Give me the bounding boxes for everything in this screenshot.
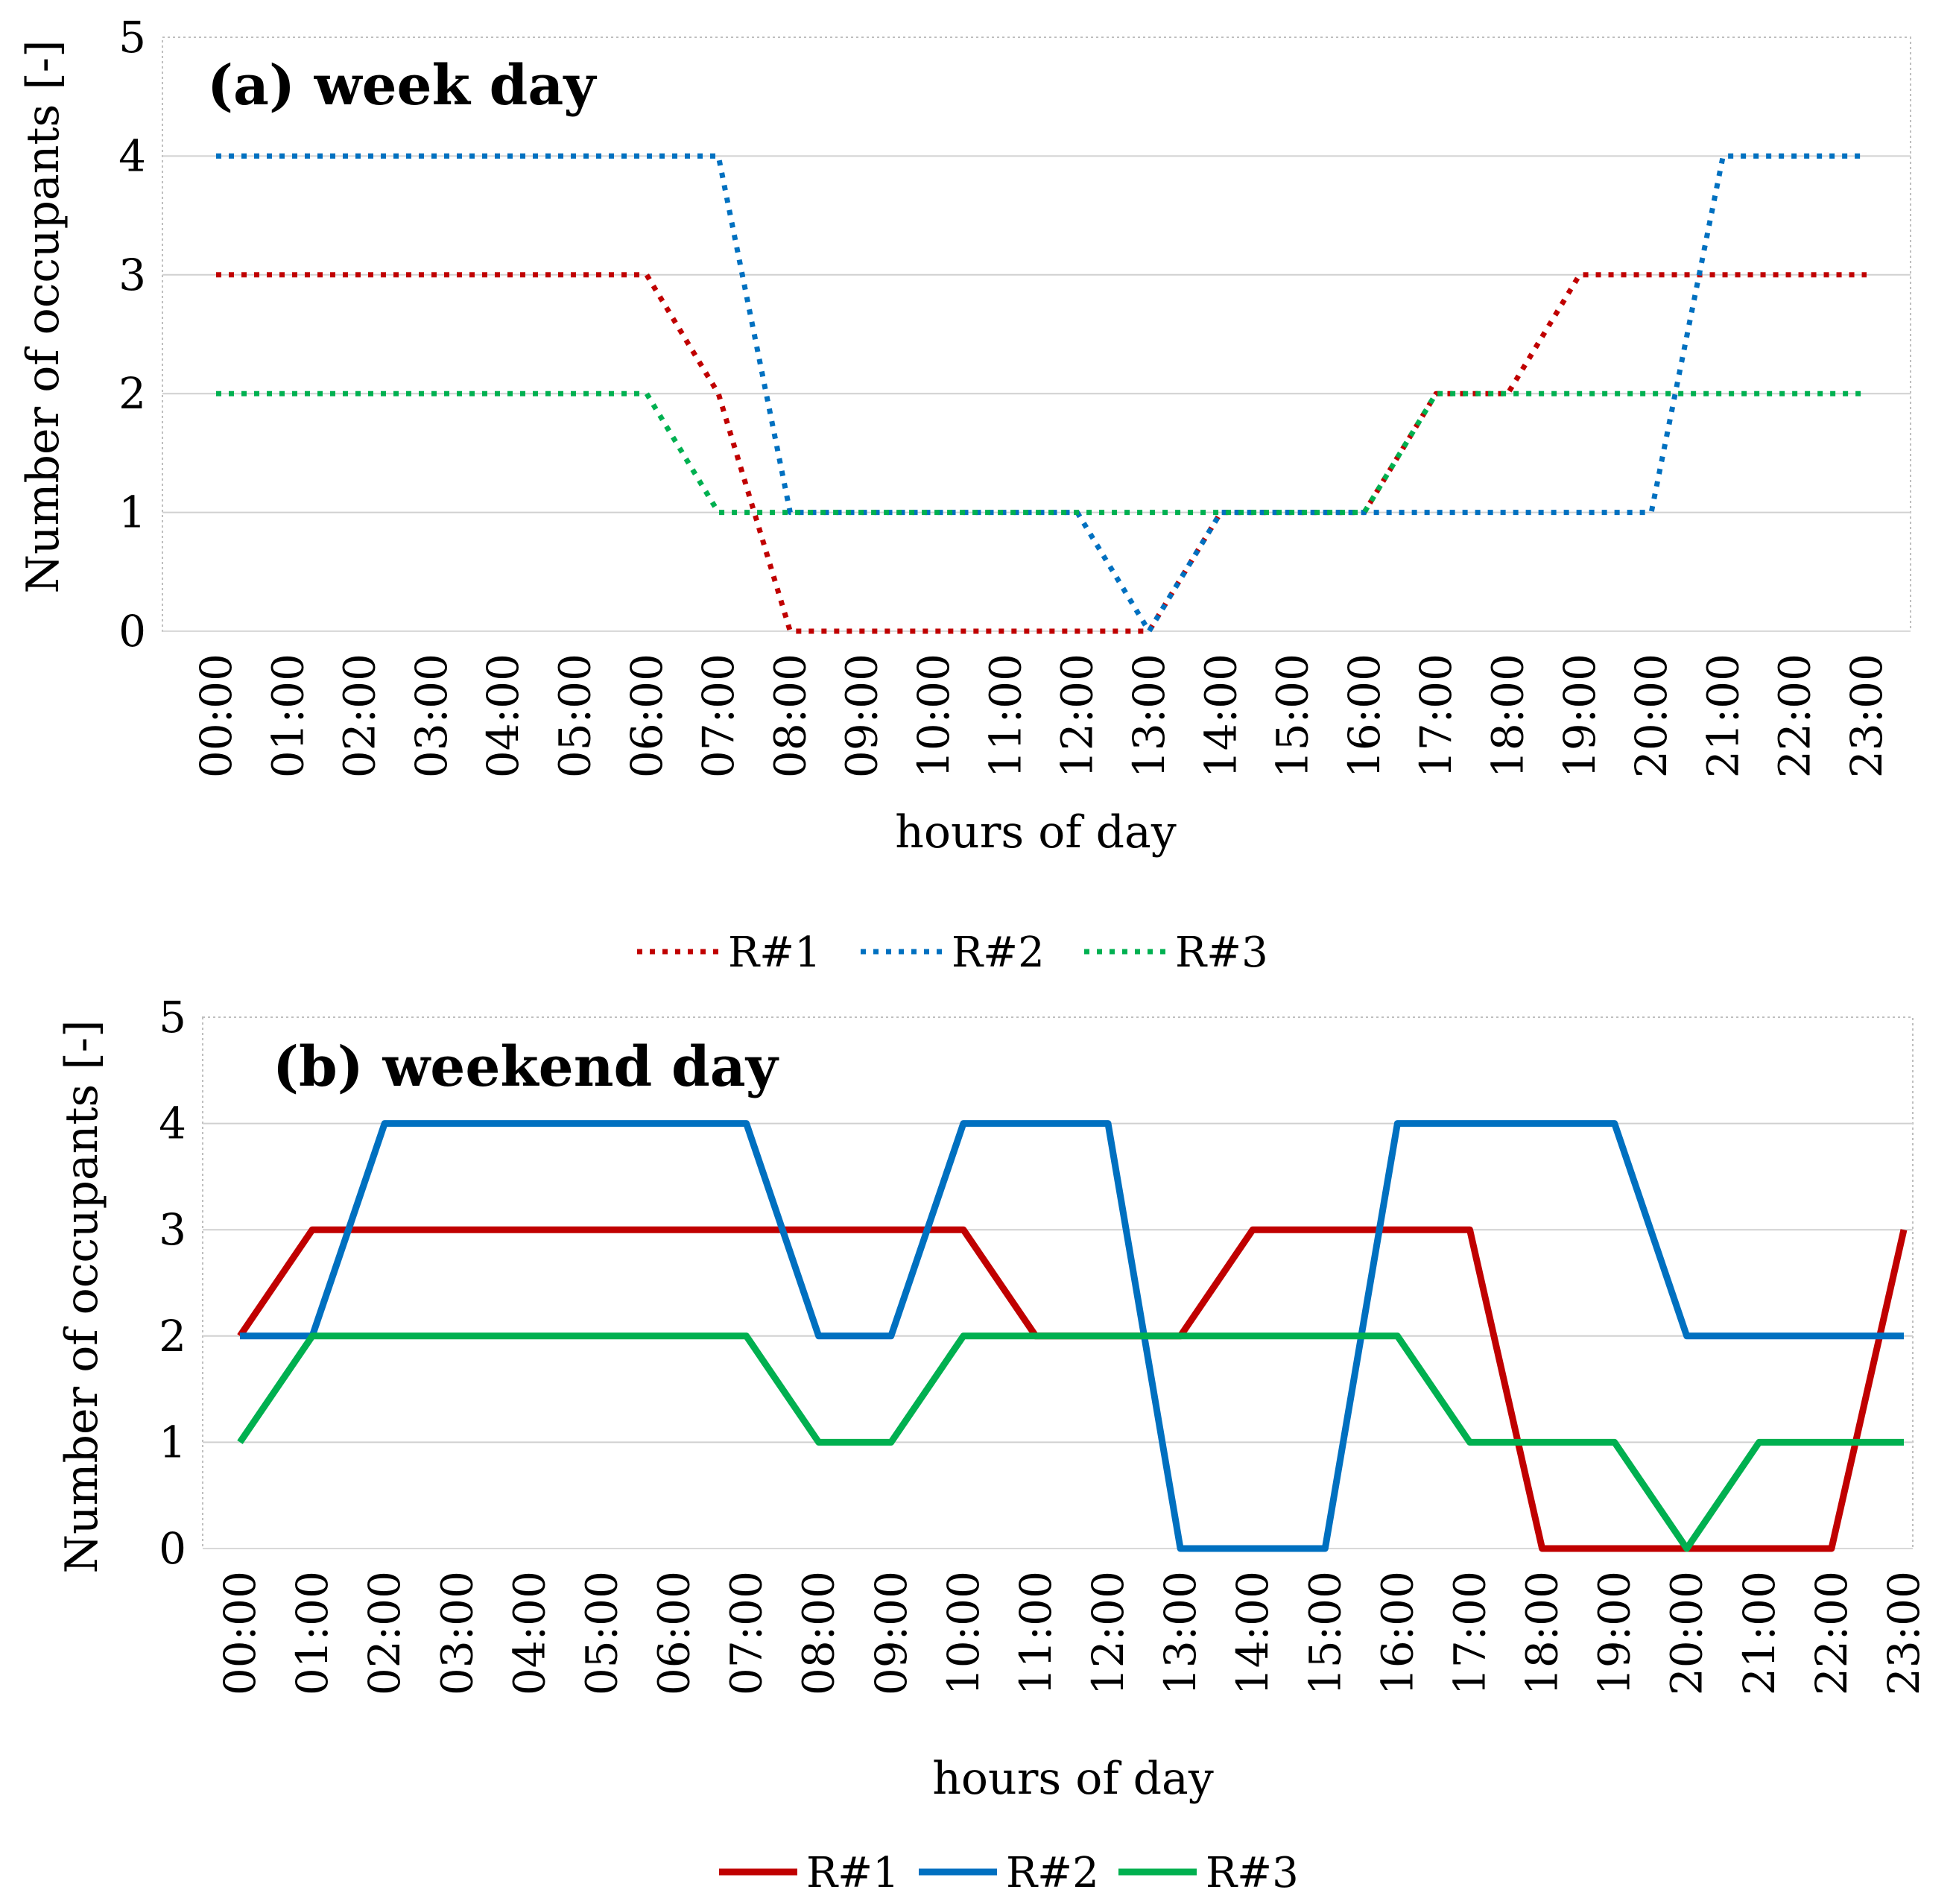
x-tick-label: 12:00 — [1052, 654, 1103, 778]
x-tick-label: 20:00 — [1662, 1571, 1712, 1695]
x-tick-label: 00:00 — [191, 654, 241, 778]
x-tick-label: 18:00 — [1482, 654, 1533, 778]
plot-area — [162, 37, 1911, 632]
y-tick-label: 4 — [159, 1098, 186, 1149]
y-tick-label: 1 — [118, 487, 146, 538]
x-tick-label: 13:00 — [1155, 1571, 1206, 1695]
x-tick-label: 06:00 — [621, 654, 672, 778]
chart-title: (b) weekend day — [273, 1035, 779, 1099]
legend-label: R#3 — [1175, 929, 1268, 977]
x-tick-label: 02:00 — [335, 654, 385, 778]
x-tick-label: 10:00 — [938, 1571, 989, 1695]
x-tick-label: 03:00 — [431, 1571, 482, 1695]
x-tick-label: 03:00 — [406, 654, 457, 778]
x-tick-label: 21:00 — [1734, 1571, 1785, 1695]
x-tick-label: 06:00 — [649, 1571, 700, 1695]
chart-weekend-day: (b) weekend day hours of day Number of o… — [56, 992, 1929, 1805]
x-tick-label: 10:00 — [908, 654, 959, 778]
x-tick-label: 04:00 — [478, 654, 528, 778]
series-line-R2 — [240, 1120, 1904, 1552]
x-tick-label: 01:00 — [287, 1571, 338, 1695]
x-tick-label: 20:00 — [1626, 654, 1677, 778]
x-tick-label: 13:00 — [1124, 654, 1174, 778]
x-axis-title: hours of day — [932, 1753, 1214, 1805]
x-tick-label: 16:00 — [1372, 1571, 1422, 1695]
series-line-R2 — [216, 153, 1867, 634]
legend-week-day: R#1 R#2 R#3 — [637, 929, 1268, 977]
x-tick-label: 19:00 — [1554, 654, 1605, 778]
y-tick-label: 5 — [159, 992, 186, 1043]
series-line-R3 — [216, 390, 1867, 516]
x-tick-label: 09:00 — [866, 1571, 917, 1695]
x-tick-label: 02:00 — [359, 1571, 410, 1695]
x-tick-label: 21:00 — [1697, 654, 1748, 778]
x-tick-label: 14:00 — [1195, 654, 1246, 778]
chart-week-day: (a) week day hours of day Number of occu… — [17, 12, 1911, 858]
x-tick-label: 00:00 — [215, 1571, 265, 1695]
chart-title: (a) week day — [207, 54, 597, 118]
legend-label: R#1 — [728, 929, 821, 977]
x-tick-label: 01:00 — [262, 654, 313, 778]
x-tick-label: 11:00 — [1010, 1571, 1061, 1695]
x-axis-title: hours of day — [895, 806, 1177, 858]
y-axis-title: Number of occupants [-] — [17, 40, 69, 594]
x-tick-label: 07:00 — [693, 654, 744, 778]
x-tick-label: 08:00 — [765, 654, 815, 778]
y-tick-label: 0 — [159, 1523, 186, 1574]
x-tick-label: 22:00 — [1806, 1571, 1857, 1695]
x-tick-label: 04:00 — [504, 1571, 554, 1695]
y-tick-label: 2 — [118, 368, 146, 419]
y-tick-label: 5 — [118, 12, 146, 63]
x-tick-label: 08:00 — [794, 1571, 844, 1695]
legend-weekend-day: R#1 R#2 R#3 — [719, 1849, 1299, 1897]
x-tick-label: 05:00 — [550, 654, 601, 778]
y-tick-label: 4 — [118, 130, 146, 181]
y-tick-label: 3 — [159, 1204, 186, 1255]
x-tick-label: 15:00 — [1267, 654, 1318, 778]
x-tick-label: 18:00 — [1517, 1571, 1568, 1695]
y-tick-label: 2 — [159, 1311, 186, 1361]
series-line-R1 — [216, 272, 1867, 634]
x-tick-label: 14:00 — [1227, 1571, 1278, 1695]
legend-label: R#2 — [952, 929, 1045, 977]
series-line-R3 — [237, 1332, 1904, 1552]
x-tick-label: 19:00 — [1589, 1571, 1640, 1695]
x-tick-label: 15:00 — [1300, 1571, 1350, 1695]
y-tick-label: 0 — [118, 606, 146, 657]
y-tick-label: 1 — [159, 1417, 186, 1467]
legend-label: R#2 — [1006, 1849, 1099, 1897]
y-axis-title: Number of occupants [-] — [56, 1020, 108, 1574]
x-tick-label: 11:00 — [980, 654, 1031, 778]
x-tick-label: 23:00 — [1841, 654, 1892, 778]
x-tick-label: 07:00 — [721, 1571, 772, 1695]
x-tick-label: 09:00 — [837, 654, 887, 778]
legend-label: R#1 — [806, 1849, 899, 1897]
x-tick-label: 12:00 — [1083, 1571, 1133, 1695]
x-tick-label: 17:00 — [1444, 1571, 1495, 1695]
y-tick-label: 3 — [118, 250, 146, 300]
legend-label: R#3 — [1206, 1849, 1299, 1897]
x-tick-label: 23:00 — [1879, 1571, 1929, 1695]
x-tick-label: 16:00 — [1339, 654, 1390, 778]
x-tick-label: 22:00 — [1770, 654, 1820, 778]
x-tick-label: 17:00 — [1411, 654, 1461, 778]
x-tick-label: 05:00 — [576, 1571, 627, 1695]
